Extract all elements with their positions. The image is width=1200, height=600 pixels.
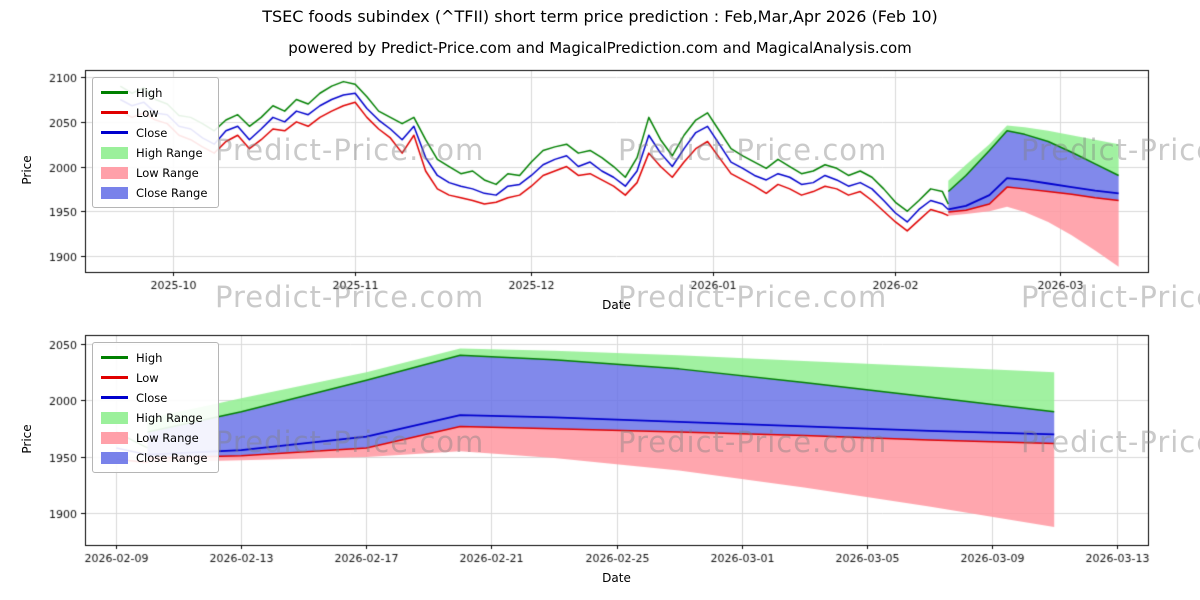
legend-item-low: Low: [101, 370, 207, 385]
legend-label: Close: [136, 390, 168, 405]
legend-label: Close Range: [136, 450, 208, 465]
legend-item-high: High: [101, 85, 207, 100]
watermark-text: Predict-Price.com: [1021, 133, 1200, 167]
legend-item-high-range: High Range: [101, 145, 207, 160]
watermark-text: Predict-Price.com: [215, 133, 485, 167]
watermark-text: Predict-Price.com: [215, 280, 485, 314]
legend-item-high: High: [101, 350, 207, 365]
legend-swatch: [101, 166, 128, 179]
watermark-text: Predict-Price.com: [618, 133, 888, 167]
legend-item-close-range: Close Range: [101, 450, 207, 465]
legend-swatch: [101, 186, 128, 199]
legend-item-low-range: Low Range: [101, 430, 207, 445]
legend-label: High: [136, 350, 163, 365]
top-chart-x-axis-label: Date: [602, 298, 631, 312]
legend-label: Low: [136, 370, 159, 385]
watermark-text: Predict-Price.com: [215, 425, 485, 459]
legend-swatch: [101, 431, 128, 444]
legend-swatch: [101, 91, 128, 94]
bottom-chart-x-axis-label: Date: [602, 571, 631, 585]
legend-swatch: [101, 131, 128, 134]
page-title: TSEC foods subindex (^TFII) short term p…: [262, 7, 938, 26]
legend-item-close: Close: [101, 125, 207, 140]
page-subtitle: powered by Predict-Price.com and Magical…: [288, 39, 912, 57]
legend-swatch: [101, 111, 128, 114]
legend-item-close-range: Close Range: [101, 185, 207, 200]
legend-swatch: [101, 146, 128, 159]
watermark-text: Predict-Price.com: [1021, 425, 1200, 459]
legend-item-high-range: High Range: [101, 410, 207, 425]
legend-swatch: [101, 396, 128, 399]
watermark-text: Predict-Price.com: [618, 280, 888, 314]
bottom-chart-legend: High Low Close High Range Low Range Close Ran…: [92, 342, 220, 473]
legend-item-low-range: Low Range: [101, 165, 207, 180]
top-chart-legend: High Low Close High Range Low Range Close Ran…: [92, 77, 220, 208]
legend-swatch: [101, 451, 128, 464]
legend-swatch: [101, 376, 128, 379]
legend-item-low: Low: [101, 105, 207, 120]
watermark-text: Predict-Price.com: [618, 425, 888, 459]
legend-label: High Range: [136, 145, 203, 160]
legend-item-close: Close: [101, 390, 207, 405]
legend-label: Close Range: [136, 185, 208, 200]
legend-label: Close: [136, 125, 168, 140]
legend-label: High Range: [136, 410, 203, 425]
bottom-chart-y-axis-label: Price: [20, 424, 34, 454]
watermark-text: Predict-Price.com: [1021, 280, 1200, 314]
legend-label: Low Range: [136, 430, 199, 445]
top-chart-y-axis-label: Price: [20, 155, 34, 185]
legend-label: High: [136, 85, 163, 100]
legend-label: Low Range: [136, 165, 199, 180]
legend-swatch: [101, 411, 128, 424]
legend-swatch: [101, 356, 128, 359]
legend-label: Low: [136, 105, 159, 120]
